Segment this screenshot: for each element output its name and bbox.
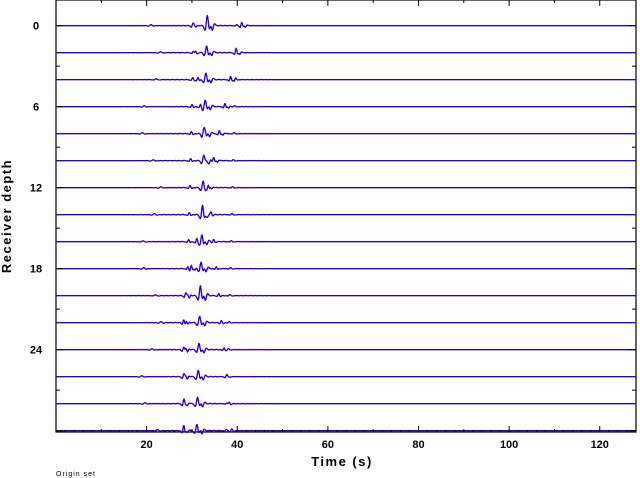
blue-trace-depth-10 bbox=[56, 154, 636, 165]
x-axis-title: Time (s) bbox=[311, 454, 373, 469]
y-tick-label: 0 bbox=[33, 21, 39, 33]
blue-trace-depth-4 bbox=[56, 72, 636, 84]
plot-frame bbox=[55, 0, 637, 433]
x-tick-label: 40 bbox=[231, 439, 243, 451]
x-tick-label: 100 bbox=[500, 439, 518, 451]
blue-trace-depth-16 bbox=[56, 234, 636, 246]
y-tick-label: 6 bbox=[33, 102, 39, 114]
red-trace-depth-20 bbox=[55, 285, 637, 302]
x-tick-labels: 20 40 60 80 100 120 bbox=[141, 439, 609, 451]
blue-trace-depth-0 bbox=[56, 14, 636, 31]
blue-trace-depth-20 bbox=[56, 285, 636, 301]
blue-trace-depth-24 bbox=[56, 342, 636, 354]
x-tick-label: 60 bbox=[322, 439, 334, 451]
axis-ticks bbox=[56, 0, 636, 432]
blue-trace-depth-8 bbox=[56, 126, 636, 138]
blue-trace-depth-18 bbox=[56, 261, 636, 273]
red-trace-depth-10 bbox=[55, 154, 637, 165]
blue-trace-depth-26 bbox=[56, 369, 636, 381]
blue-trace-depth-22 bbox=[56, 315, 636, 327]
blue-trace-depth-14 bbox=[56, 204, 636, 220]
red-trace-depth-24 bbox=[55, 342, 637, 354]
y-axis-title: Receiver depth bbox=[0, 159, 14, 273]
red-trace-depth-12 bbox=[55, 180, 637, 192]
red-trace-depth-6 bbox=[55, 99, 637, 112]
red-trace-depth-2 bbox=[55, 45, 637, 57]
blue-trace-depth-28 bbox=[56, 396, 636, 408]
trace-group bbox=[55, 14, 637, 435]
x-tick-label: 20 bbox=[141, 439, 153, 451]
origin-note: Origin set bbox=[56, 471, 96, 478]
red-trace-depth-14 bbox=[55, 204, 637, 220]
red-trace-depth-18 bbox=[55, 261, 637, 273]
x-tick-label: 80 bbox=[412, 439, 424, 451]
red-trace-depth-4 bbox=[55, 72, 637, 84]
y-tick-labels: 0 6 12 18 24 bbox=[30, 21, 43, 357]
y-tick-label: 24 bbox=[30, 345, 43, 357]
red-trace-depth-28 bbox=[55, 396, 637, 408]
red-trace-depth-0 bbox=[55, 14, 637, 31]
blue-trace-depth-12 bbox=[56, 180, 636, 192]
y-tick-label: 12 bbox=[30, 183, 42, 195]
red-trace-depth-26 bbox=[55, 369, 637, 381]
red-trace-depth-22 bbox=[55, 315, 637, 327]
blue-trace-depth-6 bbox=[56, 99, 636, 112]
blue-trace-depth-2 bbox=[56, 45, 636, 57]
red-trace-depth-16 bbox=[55, 234, 637, 246]
y-tick-label: 18 bbox=[30, 264, 42, 276]
x-tick-label: 120 bbox=[591, 439, 609, 451]
